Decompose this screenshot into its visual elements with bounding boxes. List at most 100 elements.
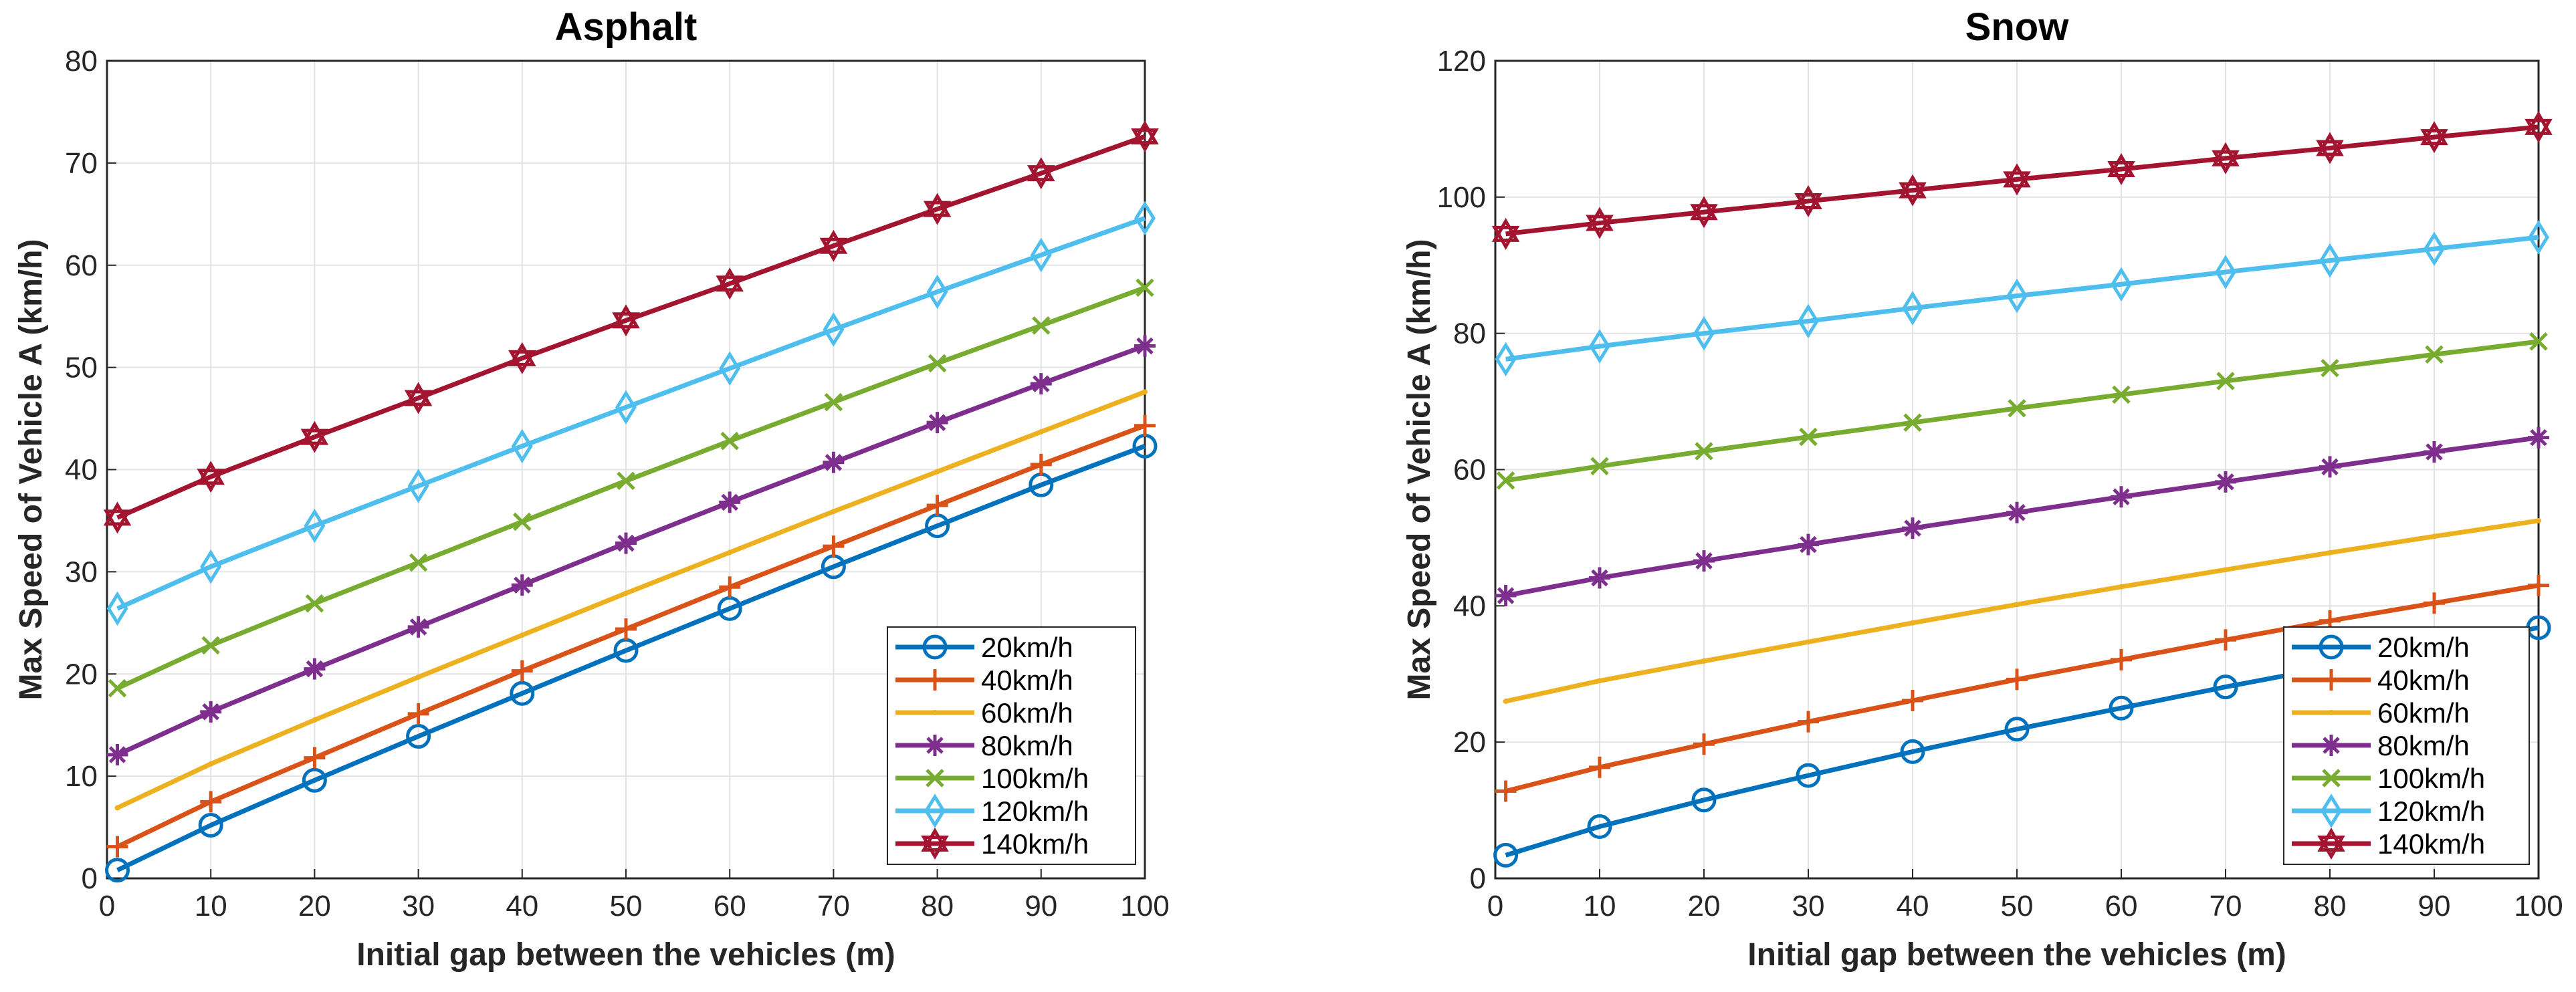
- data-point: [106, 744, 128, 766]
- data-point: [304, 508, 326, 543]
- data-point: [1796, 763, 1821, 788]
- data-point: [2321, 358, 2339, 378]
- data-point: [613, 638, 639, 663]
- data-point: [2212, 150, 2240, 174]
- data-point: [2006, 278, 2028, 314]
- y-tick-label: 10: [65, 760, 98, 793]
- series-60km/h: [1503, 517, 2541, 705]
- data-point: [716, 267, 744, 292]
- y-tick-label: 80: [65, 45, 98, 78]
- legend-label: 40km/h: [981, 664, 1073, 696]
- data-point: [304, 747, 326, 769]
- data-point: [2004, 717, 2030, 742]
- y-axis-label: Max Speed of Vehicle A (km/h): [13, 239, 49, 701]
- legend-item: 100km/h: [895, 763, 1089, 794]
- data-point: [404, 390, 433, 414]
- data-point: [2003, 163, 2031, 188]
- series-line: [116, 444, 1146, 872]
- series-120km/h: [1495, 220, 2549, 377]
- x-tick-label: 0: [99, 890, 115, 922]
- data-point: [1493, 842, 1519, 868]
- y-tick-label: 70: [65, 147, 98, 180]
- x-tick-label: 10: [1584, 890, 1616, 922]
- data-point: [727, 549, 733, 555]
- series-120km/h: [106, 201, 1156, 626]
- x-tick-label: 20: [1688, 890, 1721, 922]
- series-line: [116, 134, 1146, 520]
- data-point: [1693, 316, 1715, 351]
- data-point: [1794, 193, 1822, 217]
- data-point: [1134, 414, 1156, 437]
- x-tick-label: 70: [817, 890, 850, 922]
- series-40km/h: [106, 414, 1156, 858]
- data-point: [2319, 456, 2341, 478]
- data-point: [2216, 372, 2235, 390]
- series-20km/h: [105, 433, 1158, 883]
- data-point: [1798, 533, 1819, 555]
- data-point: [2327, 549, 2333, 555]
- data-point: [2432, 533, 2437, 539]
- data-point: [716, 275, 744, 300]
- data-point: [304, 658, 326, 680]
- data-point: [926, 274, 948, 309]
- data-point: [2316, 132, 2344, 156]
- legend-item: 120km/h: [895, 793, 1089, 828]
- data-point: [510, 680, 535, 706]
- data-point: [823, 451, 845, 473]
- data-point: [406, 724, 431, 749]
- data-point: [1134, 335, 1156, 357]
- y-tick-label: 50: [65, 352, 98, 384]
- data-point: [407, 469, 429, 503]
- data-point: [2213, 674, 2238, 700]
- data-point: [1136, 278, 1154, 297]
- data-point: [2536, 517, 2541, 523]
- legend-item: 80km/h: [2292, 730, 2470, 761]
- data-point: [200, 791, 222, 813]
- y-axis-label: Max Speed of Vehicle A (km/h): [1402, 239, 1437, 701]
- data-point: [1142, 389, 1148, 395]
- data-point: [106, 591, 128, 626]
- data-point: [1590, 457, 1609, 476]
- data-point: [1794, 184, 1822, 209]
- data-point: [923, 193, 952, 217]
- data-point: [511, 574, 533, 596]
- legend-marker: [924, 735, 946, 756]
- legend-marker: [932, 710, 938, 715]
- data-point: [2215, 255, 2236, 289]
- legend-marker: [2321, 793, 2342, 828]
- data-point: [1690, 196, 1718, 221]
- data-point: [2003, 171, 2031, 196]
- legend-label: 120km/h: [981, 795, 1089, 827]
- axes-box: [106, 59, 1146, 880]
- x-tick-label: 40: [506, 890, 538, 922]
- legend: 20km/h40km/h60km/h80km/h100km/h120km/h14…: [2283, 626, 2530, 865]
- data-point: [1131, 128, 1159, 153]
- data-point: [823, 312, 845, 347]
- data-point: [305, 594, 324, 613]
- data-point: [1495, 780, 1517, 802]
- legend-label: 60km/h: [981, 697, 1073, 729]
- chart-panel-asphalt: 0 10 20 30 40 50 60 70 80 90 100 0 10 20 30 40 50 60 70 80 A…: [13, 5, 1170, 973]
- data-point: [2528, 574, 2549, 596]
- series-140km/h: [103, 120, 1159, 534]
- data-point: [824, 392, 843, 412]
- data-point: [923, 201, 952, 225]
- data-point: [2215, 471, 2236, 493]
- data-point: [103, 509, 132, 534]
- legend-marker: [922, 634, 948, 660]
- data-point: [2424, 441, 2445, 463]
- legend-marker: [2322, 769, 2341, 787]
- data-point: [617, 471, 635, 491]
- legend-label: 100km/h: [981, 763, 1089, 794]
- data-point: [1586, 215, 1614, 239]
- x-tick-label: 50: [610, 890, 643, 922]
- data-point: [108, 678, 127, 698]
- data-point: [409, 553, 428, 572]
- data-point: [407, 616, 429, 638]
- data-point: [2014, 602, 2020, 608]
- data-point: [823, 535, 845, 557]
- x-tick-label: 60: [2105, 890, 2138, 922]
- data-point: [926, 412, 948, 434]
- data-point: [1798, 711, 1819, 733]
- data-point: [2420, 129, 2448, 154]
